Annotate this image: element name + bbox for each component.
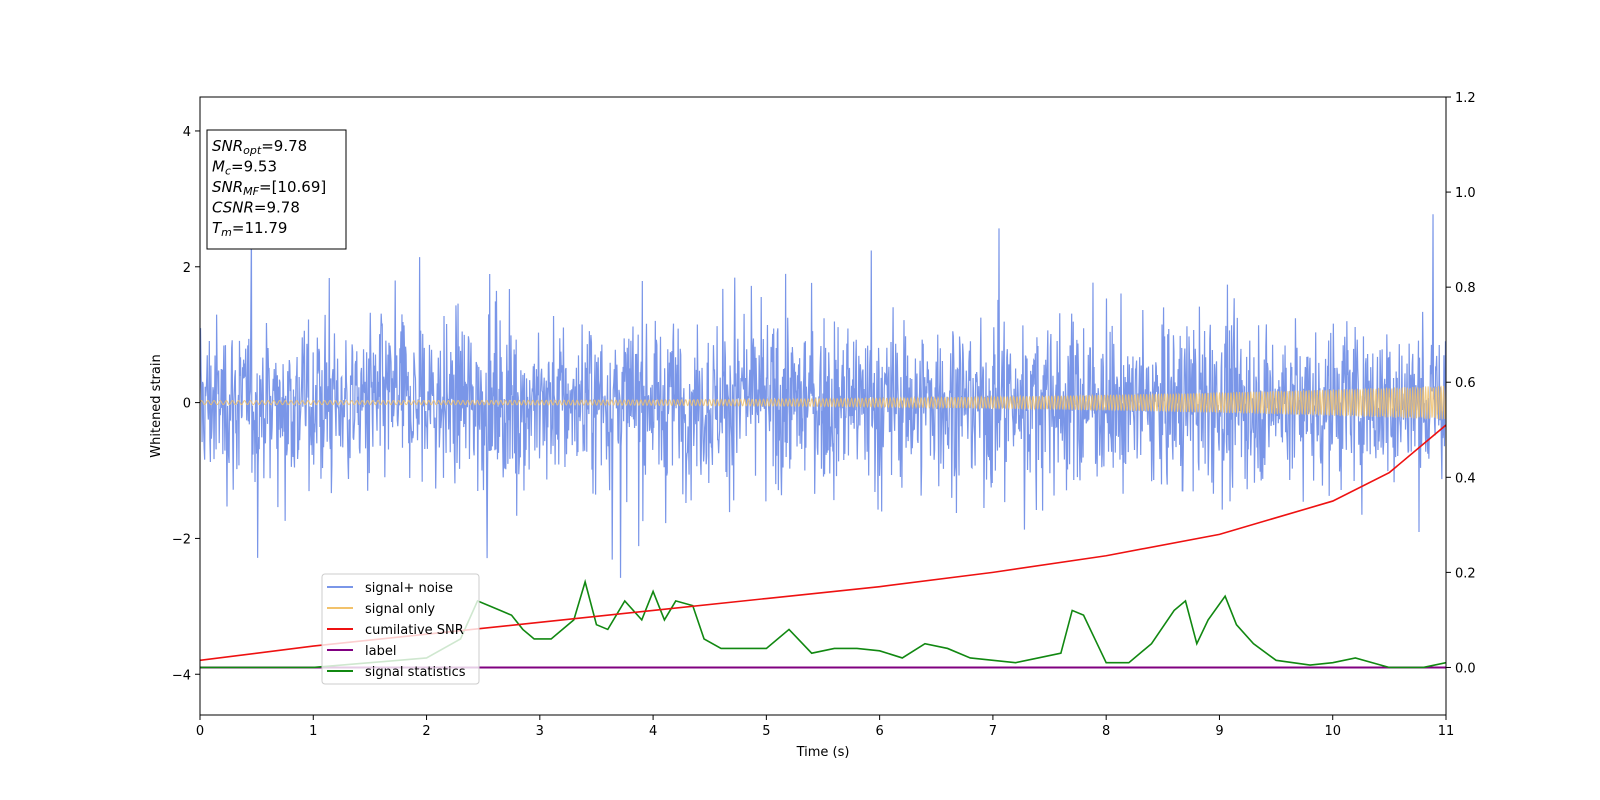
annotation-symbol: T	[212, 219, 223, 237]
annotation-symbol: SNR	[212, 137, 243, 155]
x-tick-label: 11	[1438, 724, 1455, 739]
annotation-line: SNRMF=[10.69]	[212, 178, 326, 198]
annotation-symbol: CSNR	[212, 199, 254, 217]
y-tick-label: 2	[183, 261, 191, 276]
annotation-value: =[10.69]	[259, 178, 326, 196]
x-tick-label: 0	[196, 724, 204, 739]
legend: signal+ noise signal only cumilative SNR la…	[321, 573, 480, 685]
x-axis-label: Time (s)	[796, 745, 850, 760]
annotation-line: SNRopt=9.78	[212, 137, 307, 157]
x-tick-label: 2	[422, 724, 430, 739]
x-tick-label: 4	[649, 724, 657, 739]
y-tick-label: −2	[172, 532, 191, 547]
legend-label: label	[365, 644, 396, 659]
x-tick-label: 1	[309, 724, 317, 739]
legend-label: signal statistics	[365, 665, 466, 680]
plot-frame	[199, 96, 1447, 716]
annotation-subscript: opt	[243, 144, 262, 157]
y-axis-label: Whitened strain	[149, 354, 164, 457]
legend-label: signal+ noise	[365, 581, 453, 596]
series-signal-only-line	[200, 385, 1446, 420]
x-tick-label: 10	[1324, 724, 1341, 739]
y-tick-label: 4	[183, 125, 191, 140]
y2-tick-label: 1.0	[1455, 186, 1476, 201]
annotation-symbol: M	[212, 158, 225, 176]
legend-label: signal only	[365, 602, 435, 617]
x-tick-label: 9	[1215, 724, 1223, 739]
y2-tick-label: 0.2	[1455, 566, 1476, 581]
annotation-line: CSNR=9.78	[212, 199, 300, 217]
annotation-value: =9.53	[231, 158, 277, 176]
y-tick-label: 0	[183, 397, 191, 412]
x-tick-label: 7	[989, 724, 997, 739]
legend-label: cumilative SNR	[365, 623, 464, 638]
legend-frame	[321, 573, 480, 685]
annotation-line: Mc=9.53	[212, 158, 277, 178]
annotation-subscript: MF	[243, 185, 259, 198]
annotation-subscript: c	[225, 165, 231, 178]
annotation-subscript: m	[221, 226, 232, 239]
x-tick-label: 5	[762, 724, 770, 739]
annotation-value: =9.78	[261, 137, 307, 155]
x-tick-label: 8	[1102, 724, 1110, 739]
annotation-line: Tm=11.79	[212, 219, 287, 239]
x-tick-label: 3	[536, 724, 544, 739]
annotation-symbol: SNR	[212, 178, 243, 196]
y2-tick-label: 1.2	[1455, 91, 1476, 106]
y2-tick-label: 0.6	[1455, 376, 1476, 391]
y2-tick-label: 0.8	[1455, 281, 1476, 296]
y-tick-label: −4	[172, 668, 191, 683]
y2-tick-label: 0.0	[1455, 661, 1476, 676]
x-tick-label: 6	[875, 724, 883, 739]
axes: 0 1 2 3 4 5 6 7 8 9 10 11 4 2 0 −2 −4 1.2 1.0 0.8 0.6 0.4 0.2 0…	[172, 91, 1476, 739]
stats-annotation-box: SNRopt=9.78Mc=9.53SNRMF=[10.69]CSNR=9.78…	[206, 129, 347, 250]
y2-tick-label: 0.4	[1455, 471, 1476, 486]
annotation-frame	[206, 129, 347, 250]
annotation-value: =9.78	[254, 199, 300, 217]
series-signal-noise-line	[200, 214, 1446, 578]
series-signal-statistics-line	[200, 578, 1446, 669]
annotation-value: =11.79	[232, 219, 288, 237]
